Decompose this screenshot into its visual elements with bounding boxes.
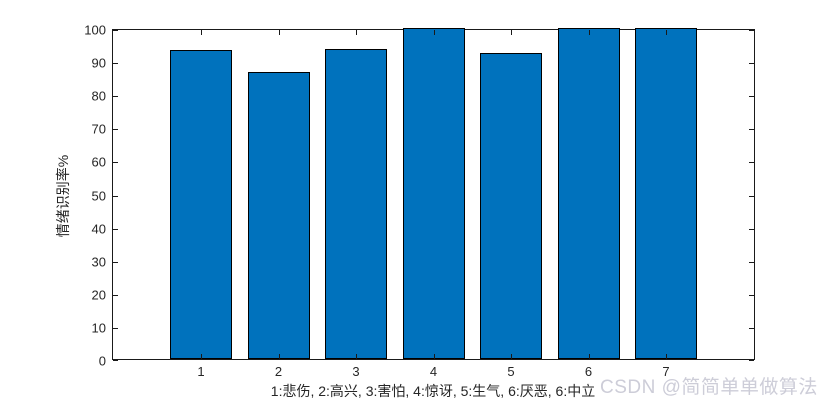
x-tick-label: 2 (274, 364, 283, 379)
y-tick-label: 90 (91, 55, 106, 71)
y-tick-left (113, 261, 118, 263)
y-tick-right (749, 228, 754, 230)
y-tick-label: 20 (91, 287, 106, 303)
bar-category-6 (557, 28, 620, 359)
x-tick-bottom (201, 354, 202, 359)
y-tick-label: 80 (91, 88, 106, 104)
x-tick-label: 1 (197, 364, 205, 379)
y-tick-label: 0 (98, 353, 106, 369)
bar-category-4 (402, 28, 465, 359)
y-tick-left (113, 294, 118, 296)
x-tick-top (433, 30, 435, 35)
y-tick-label: 60 (91, 154, 106, 170)
x-tick-label: 6 (584, 364, 593, 379)
y-tick-left (113, 162, 118, 164)
x-axis-label: 1:悲伤, 2:高兴, 3:害怕, 4:惊讶, 5:生气, 6:厌恶, 6:中立 (270, 383, 596, 399)
bar-category-1 (170, 50, 232, 359)
x-tick-label: 5 (507, 364, 515, 379)
y-tick-label: 40 (91, 221, 106, 237)
x-tick-label: 3 (352, 364, 360, 379)
watermark-text: CSDN @简简单单做算法 (600, 377, 818, 398)
bar-category-2 (247, 72, 310, 359)
y-tick-label: 30 (91, 254, 106, 270)
y-tick-right (749, 162, 754, 164)
y-tick-label: 50 (91, 188, 106, 203)
bar-category-5 (480, 53, 542, 359)
x-tick-bottom (511, 354, 512, 359)
x-tick-bottom (356, 354, 357, 359)
y-tick-label: 10 (91, 320, 106, 336)
y-tick-right (749, 327, 754, 329)
y-tick-left (113, 327, 118, 329)
y-tick-right (749, 195, 754, 197)
x-tick-top (201, 30, 202, 35)
y-tick-right (749, 129, 754, 131)
bar-category-3 (325, 49, 387, 359)
x-tick-bottom (588, 354, 590, 359)
y-tick-label: 100 (84, 22, 106, 38)
x-tick-top (666, 30, 667, 35)
y-tick-left (113, 228, 118, 230)
x-tick-top (511, 30, 512, 35)
y-tick-label: 70 (91, 121, 106, 137)
y-tick-left (113, 63, 118, 65)
y-tick-right (749, 294, 754, 296)
bar-category-7 (635, 28, 697, 359)
y-tick-right (749, 63, 754, 65)
y-tick-left (113, 360, 118, 361)
plot-area: 0 10 20 30 40 50 60 70 80 90 100 1 2 3 4 5 6 7 (84, 23, 755, 379)
y-tick-right (749, 360, 754, 361)
x-tick-label: 4 (429, 364, 438, 379)
x-tick-bottom (278, 354, 280, 359)
x-tick-top (588, 30, 590, 35)
y-tick-right (749, 261, 754, 263)
x-tick-bottom (433, 354, 435, 359)
y-tick-left (113, 30, 118, 31)
y-tick-left (113, 96, 118, 98)
y-tick-right (749, 30, 754, 31)
y-tick-right (749, 96, 754, 98)
x-tick-top (278, 30, 280, 35)
x-tick-bottom (666, 354, 667, 359)
x-tick-top (356, 30, 357, 35)
y-tick-left (113, 129, 118, 131)
x-tick-label: 7 (662, 364, 670, 379)
y-tick-left (113, 195, 118, 197)
y-axis-label: 情绪识别率% (55, 154, 71, 238)
